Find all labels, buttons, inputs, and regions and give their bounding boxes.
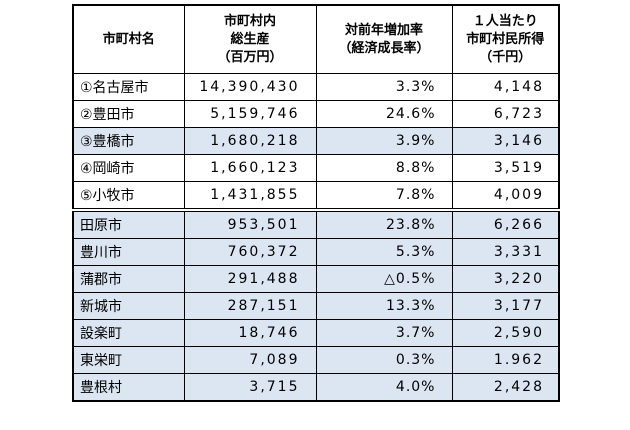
municipality-cell: ④岡崎市 xyxy=(72,154,185,182)
municipality-cell: 設楽町 xyxy=(72,319,185,347)
gross-product-cell: 1,431,855 xyxy=(183,181,317,211)
municipality-cell: ①名古屋市 xyxy=(72,73,185,101)
header-municipality-label: 市町村名 xyxy=(102,31,155,47)
gross-product-cell: 5,159,746 xyxy=(183,100,317,128)
table-row: ④岡崎市 1,660,123 8.8% 3,519 xyxy=(72,154,560,182)
gross-product-cell: 7,089 xyxy=(183,346,317,374)
per-capita-income-cell: 4,148 xyxy=(451,73,560,101)
gross-product-cell: 953,501 xyxy=(183,208,317,239)
table-row: 新城市 287,151 13.3% 3,177 xyxy=(72,292,560,320)
municipal-economy-table: 市町村名 市町村内 総生産 （百万円） 対前年増加率 （経済成長率） １人当たり… xyxy=(72,4,560,402)
header-income-line-2: 市町村民所得 xyxy=(466,31,545,47)
table-row: 田原市 953,501 23.8% 6,266 xyxy=(72,208,560,239)
table-row: 設楽町 18,746 3.7% 2,590 xyxy=(72,319,560,347)
table-row: ⑤小牧市 1,431,855 7.8% 4,009 xyxy=(72,181,560,211)
per-capita-income-cell: 3,519 xyxy=(451,154,560,182)
header-gdp-line-3: （百万円） xyxy=(217,49,283,65)
per-capita-income-cell: 1.962 xyxy=(451,346,560,374)
gross-product-cell: 3,715 xyxy=(183,373,317,402)
municipality-cell: 東栄町 xyxy=(72,346,185,374)
table-row: 豊川市 760,372 5.3% 3,331 xyxy=(72,238,560,266)
gross-product-cell: 287,151 xyxy=(183,292,317,320)
growth-rate-cell: △0.5% xyxy=(315,265,453,293)
header-growth-rate: 対前年増加率 （経済成長率） xyxy=(315,4,453,74)
per-capita-income-cell: 6,723 xyxy=(451,100,560,128)
gross-product-cell: 1,680,218 xyxy=(183,127,317,155)
growth-rate-cell: 0.3% xyxy=(315,346,453,374)
growth-rate-cell: 13.3% xyxy=(315,292,453,320)
per-capita-income-cell: 4,009 xyxy=(451,181,560,211)
growth-rate-cell: 8.8% xyxy=(315,154,453,182)
municipality-cell: 新城市 xyxy=(72,292,185,320)
municipality-cell: 田原市 xyxy=(72,208,185,239)
header-per-capita-income: １人当たり 市町村民所得 （千円） xyxy=(451,4,560,74)
header-growth-line-2: （経済成長率） xyxy=(338,40,430,56)
municipality-cell: ⑤小牧市 xyxy=(72,181,185,211)
table-row: 豊根村 3,715 4.0% 2,428 xyxy=(72,373,560,402)
municipality-cell: ③豊橋市 xyxy=(72,127,185,155)
municipality-cell: ②豊田市 xyxy=(72,100,185,128)
table-row: ③豊橋市 1,680,218 3.9% 3,146 xyxy=(72,127,560,155)
per-capita-income-cell: 2,590 xyxy=(451,319,560,347)
header-gross-product: 市町村内 総生産 （百万円） xyxy=(183,4,317,74)
municipality-cell: 豊川市 xyxy=(72,238,185,266)
growth-rate-cell: 3.3% xyxy=(315,73,453,101)
header-municipality: 市町村名 xyxy=(72,4,185,74)
gross-product-cell: 14,390,430 xyxy=(183,73,317,101)
table-row: ②豊田市 5,159,746 24.6% 6,723 xyxy=(72,100,560,128)
header-row: 市町村名 市町村内 総生産 （百万円） 対前年増加率 （経済成長率） １人当たり… xyxy=(72,4,560,74)
header-income-line-3: （千円） xyxy=(479,49,532,65)
growth-rate-cell: 4.0% xyxy=(315,373,453,402)
gross-product-cell: 18,746 xyxy=(183,319,317,347)
table-row: 東栄町 7,089 0.3% 1.962 xyxy=(72,346,560,374)
municipality-cell: 蒲郡市 xyxy=(72,265,185,293)
growth-rate-cell: 7.8% xyxy=(315,181,453,211)
gross-product-cell: 1,660,123 xyxy=(183,154,317,182)
per-capita-income-cell: 6,266 xyxy=(451,208,560,239)
header-growth-line-1: 対前年増加率 xyxy=(344,22,423,38)
gross-product-cell: 291,488 xyxy=(183,265,317,293)
per-capita-income-cell: 3,146 xyxy=(451,127,560,155)
growth-rate-cell: 3.9% xyxy=(315,127,453,155)
per-capita-income-cell: 3,331 xyxy=(451,238,560,266)
table-body: ①名古屋市 14,390,430 3.3% 4,148 ②豊田市 5,159,746 24.… xyxy=(72,73,560,402)
per-capita-income-cell: 2,428 xyxy=(451,373,560,402)
table-row: ①名古屋市 14,390,430 3.3% 4,148 xyxy=(72,73,560,101)
growth-rate-cell: 23.8% xyxy=(315,208,453,239)
per-capita-income-cell: 3,220 xyxy=(451,265,560,293)
header-gdp-line-2: 総生産 xyxy=(230,31,270,47)
growth-rate-cell: 24.6% xyxy=(315,100,453,128)
per-capita-income-cell: 3,177 xyxy=(451,292,560,320)
growth-rate-cell: 5.3% xyxy=(315,238,453,266)
table-row: 蒲郡市 291,488 △0.5% 3,220 xyxy=(72,265,560,293)
gross-product-cell: 760,372 xyxy=(183,238,317,266)
municipality-cell: 豊根村 xyxy=(72,373,185,402)
header-gdp-line-1: 市町村内 xyxy=(223,13,276,29)
growth-rate-cell: 3.7% xyxy=(315,319,453,347)
header-income-line-1: １人当たり xyxy=(472,13,538,29)
